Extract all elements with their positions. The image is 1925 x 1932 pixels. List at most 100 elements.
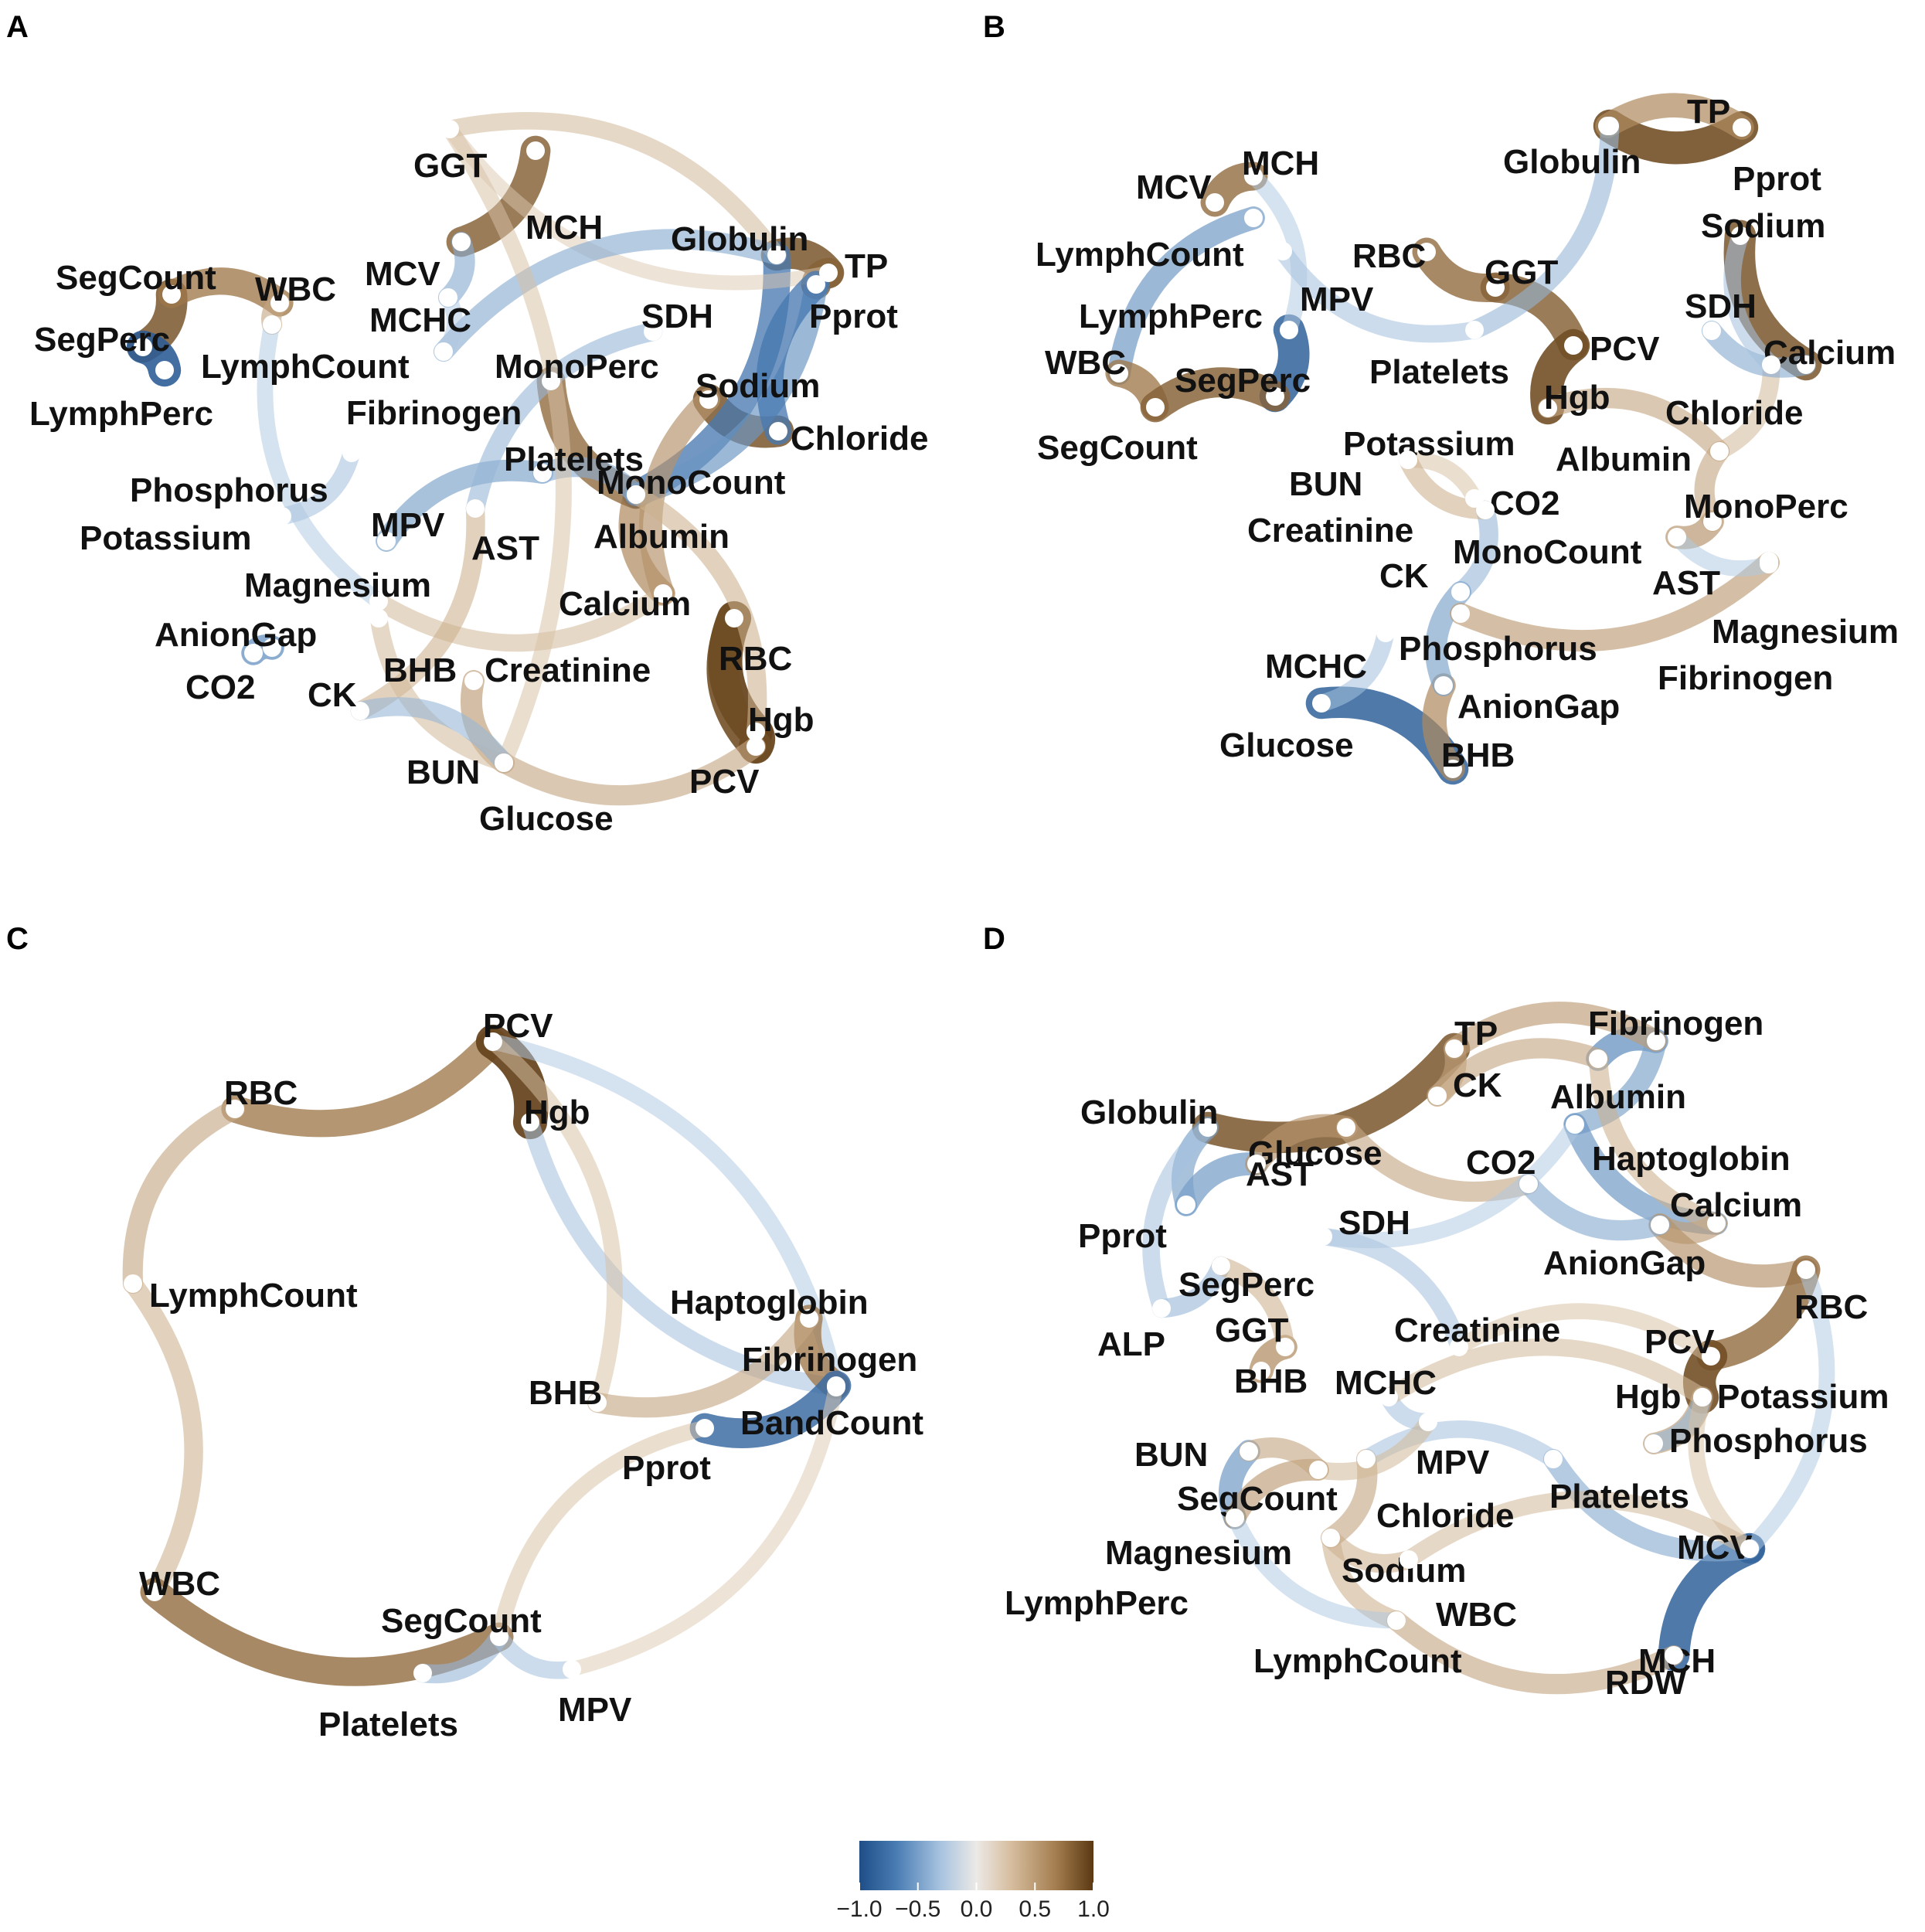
panel-d-node-tp bbox=[1445, 1039, 1464, 1058]
panel-b-edge bbox=[1710, 355, 1780, 461]
panel-d-label-mcv: MCV bbox=[1677, 1529, 1753, 1566]
panel-b-node-sodium bbox=[1731, 226, 1750, 245]
panel-b-label-potassium: Potassium bbox=[1343, 425, 1515, 463]
panel-b-node-pprot bbox=[1733, 118, 1751, 137]
panel-d-label-creatinine: Creatinine bbox=[1394, 1311, 1560, 1349]
panel-c-node-lymphcount bbox=[124, 1274, 142, 1293]
panel-c-edge bbox=[491, 1420, 713, 1645]
panel-d-edge bbox=[1335, 1117, 1539, 1202]
panel-a-edge bbox=[756, 270, 830, 445]
panel-b-label-ggt: GGT bbox=[1485, 253, 1558, 291]
panel-a-node-platelets bbox=[533, 464, 552, 482]
panel-a-label-co2: CO2 bbox=[185, 668, 255, 706]
panel-a-label-wbc: WBC bbox=[255, 270, 336, 308]
panel-a-node-globulin bbox=[767, 246, 786, 264]
panel-a-edge bbox=[465, 321, 663, 519]
panel-b-label-platelets: Platelets bbox=[1369, 353, 1509, 391]
panel-b-label-mchc: MCHC bbox=[1265, 648, 1367, 685]
panel-b-edge bbox=[1723, 226, 1780, 374]
panel-a-label-rbc: RBC bbox=[719, 640, 792, 678]
panel-c-node-mpv bbox=[563, 1660, 581, 1679]
panel-d-label-co2: CO2 bbox=[1466, 1144, 1536, 1182]
panel-d-label-wbc: WBC bbox=[1436, 1596, 1517, 1634]
panel-b-label-pprot: Pprot bbox=[1733, 160, 1821, 198]
panel-b-label-co2: CO2 bbox=[1490, 485, 1559, 522]
panel-b-node-monoperc bbox=[1703, 512, 1722, 531]
panel-d-node-globulin bbox=[1199, 1118, 1217, 1137]
panel-a-label-fibrinogen: Fibrinogen bbox=[346, 394, 522, 432]
panel-d-node-platelets bbox=[1544, 1450, 1563, 1468]
panel-d-node-co2 bbox=[1519, 1175, 1538, 1193]
panel-d-node-sdh bbox=[1314, 1227, 1332, 1246]
panel-a-edge bbox=[350, 498, 485, 721]
panel-d-label-magnesium: Magnesium bbox=[1105, 1534, 1292, 1572]
panel-a-label-albumin: Albumin bbox=[593, 518, 730, 556]
panel-a-edge bbox=[350, 697, 514, 773]
panel-c-node-bandcount bbox=[827, 1378, 845, 1396]
panel-c-edge bbox=[564, 1378, 844, 1677]
panel-a-label-bhb: BHB bbox=[383, 651, 457, 689]
panel-letter-b: B bbox=[983, 10, 1005, 44]
panel-a-label-chloride: Chloride bbox=[791, 420, 928, 457]
panel-b-label-ck: CK bbox=[1379, 557, 1429, 595]
panel-d-label-alp: ALP bbox=[1097, 1325, 1165, 1363]
panel-c-label-hgb: Hgb bbox=[524, 1094, 590, 1131]
panel-c-label-rbc: RBC bbox=[224, 1074, 298, 1112]
panel-b-label-magnesium: Magnesium bbox=[1712, 613, 1899, 651]
panel-d-edge bbox=[1245, 1114, 1358, 1175]
panel-d-label-bun: BUN bbox=[1134, 1436, 1208, 1474]
panel-a-label-segperc: SegPerc bbox=[34, 321, 170, 359]
panel-b-label-monocount: MonoCount bbox=[1453, 533, 1642, 571]
panel-b-label-fibrinogen: Fibrinogen bbox=[1658, 659, 1833, 697]
panel-b-label-hgb: Hgb bbox=[1544, 379, 1610, 417]
panel-c-edge bbox=[587, 1308, 820, 1418]
panel-d-label-phosphorus: Phosphorus bbox=[1669, 1422, 1868, 1460]
panel-a-edge bbox=[158, 267, 294, 317]
panel-a-node-monoperc bbox=[542, 372, 560, 390]
panel-b-node-chloride bbox=[1762, 355, 1780, 374]
panel-c-node-hgb bbox=[521, 1113, 539, 1131]
panel-b-label-lymphcount: LymphCount bbox=[1036, 236, 1244, 274]
panel-c-node-rbc bbox=[226, 1100, 244, 1118]
panel-c-edge bbox=[221, 1028, 507, 1138]
panel-d-label-mchc: MCHC bbox=[1335, 1364, 1437, 1402]
panel-b-node-pcv bbox=[1564, 336, 1583, 355]
panel-d-label-hgb: Hgb bbox=[1615, 1378, 1682, 1416]
panel-c-label-lymphcount: LymphCount bbox=[149, 1277, 358, 1315]
panel-a-label-pcv: PCV bbox=[689, 763, 760, 801]
panel-d-edge bbox=[1386, 1610, 1685, 1695]
panel-b: B TP MCH Globulin Pprot MCV Sodium LymphCount R… bbox=[983, 10, 1899, 785]
panel-b-label-glucose: Glucose bbox=[1219, 726, 1354, 764]
panel-d-edge bbox=[1564, 1030, 1667, 1135]
panel-a-edge bbox=[257, 316, 387, 610]
panel-a-node-lymphcount bbox=[263, 315, 281, 334]
panel-a-node-co2 bbox=[244, 644, 263, 662]
panel-a-label-mcv: MCV bbox=[365, 255, 440, 293]
panel-a-label-lymphcount: LymphCount bbox=[201, 348, 410, 386]
panel-c: C PCV RBC Hgb LymphCount Haptoglobin Fibrinog… bbox=[6, 922, 923, 1743]
panel-d-label-rbc: RBC bbox=[1794, 1288, 1868, 1326]
panel-d-label-platelets: Platelets bbox=[1549, 1478, 1689, 1515]
panel-a-label-aniongap: AnionGap bbox=[155, 616, 317, 654]
panel-b-node-rbc bbox=[1417, 243, 1436, 261]
panel-b-label-tp: TP bbox=[1687, 93, 1730, 131]
panel-d-edge bbox=[1379, 1338, 1712, 1406]
panel-d-label-fibrinogen: Fibrinogen bbox=[1588, 1005, 1763, 1043]
panel-a-node-rbc bbox=[725, 609, 743, 628]
panel-a: A GGT MCH Globulin TP Pprot SegCount WBC MCV MCH… bbox=[6, 10, 928, 838]
panel-a-node-fibrinogen bbox=[434, 342, 453, 361]
panel-b-label-bhb: BHB bbox=[1441, 736, 1515, 774]
panel-d-label-calcium: Calcium bbox=[1670, 1186, 1802, 1224]
panel-b-node-globulin bbox=[1600, 117, 1619, 135]
panel-d-label-lymphcount: LymphCount bbox=[1253, 1642, 1462, 1680]
panel-c-edge bbox=[490, 1628, 581, 1679]
panel-b-edge bbox=[1451, 500, 1498, 602]
panel-d-label-potassium: Potassium bbox=[1717, 1378, 1889, 1416]
panel-a-label-sdh: SDH bbox=[641, 298, 713, 335]
panel-a-edge bbox=[442, 121, 836, 291]
panel-d-edge bbox=[1226, 1509, 1405, 1629]
panel-b-node-creatinine bbox=[1476, 501, 1495, 519]
panel-d-node-rbc bbox=[1797, 1260, 1815, 1279]
panel-b-label-phosphorus: Phosphorus bbox=[1399, 630, 1597, 668]
panel-b-label-chloride: Chloride bbox=[1665, 394, 1803, 432]
